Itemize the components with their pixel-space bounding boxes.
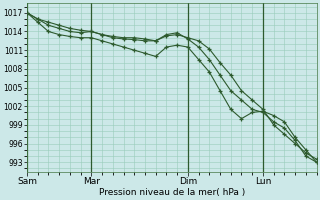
X-axis label: Pression niveau de la mer( hPa ): Pression niveau de la mer( hPa ): [99, 188, 245, 197]
